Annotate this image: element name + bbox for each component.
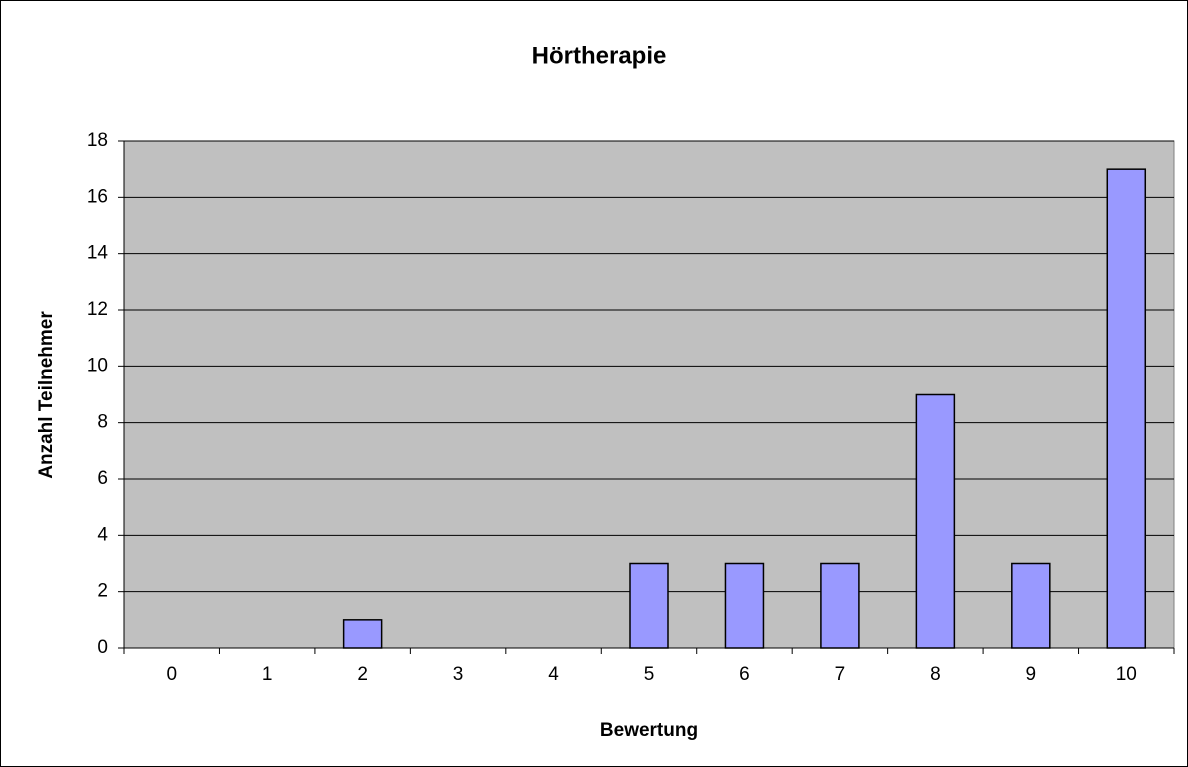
x-tick-label: 6 <box>739 664 750 685</box>
y-tick-label: 8 <box>97 412 108 433</box>
bar <box>1106 168 1147 649</box>
y-tick-label: 12 <box>87 299 108 320</box>
y-tick-label: 4 <box>97 524 108 545</box>
x-tick-label: 0 <box>166 664 177 685</box>
y-tick-label: 6 <box>97 468 108 489</box>
y-tick-label: 16 <box>87 186 108 207</box>
bar <box>820 562 860 649</box>
x-tick-label: 3 <box>453 664 464 685</box>
x-tick-label: 9 <box>1026 664 1037 685</box>
bar <box>724 562 765 649</box>
y-tick-label: 2 <box>97 581 108 602</box>
bar <box>915 393 956 649</box>
y-tick-label: 14 <box>87 243 109 264</box>
chart-title: Hörtherapie <box>532 42 667 69</box>
x-axis-label: Bewertung <box>600 720 698 741</box>
bar <box>342 619 383 649</box>
y-tick-label: 10 <box>87 355 108 376</box>
x-tick-label: 1 <box>262 664 273 685</box>
y-tick-label: 0 <box>97 637 108 658</box>
x-tick-label: 10 <box>1116 664 1137 685</box>
bar <box>629 562 669 649</box>
x-tick-label: 7 <box>835 664 846 685</box>
x-tick-label: 5 <box>644 664 655 685</box>
y-axis-label: Anzahl Teilnehmer <box>36 311 57 479</box>
x-tick-label: 8 <box>930 664 941 685</box>
y-tick-label: 18 <box>87 130 108 151</box>
bar <box>1011 562 1051 649</box>
x-tick-label: 4 <box>548 664 559 685</box>
x-tick-label: 2 <box>357 664 368 685</box>
